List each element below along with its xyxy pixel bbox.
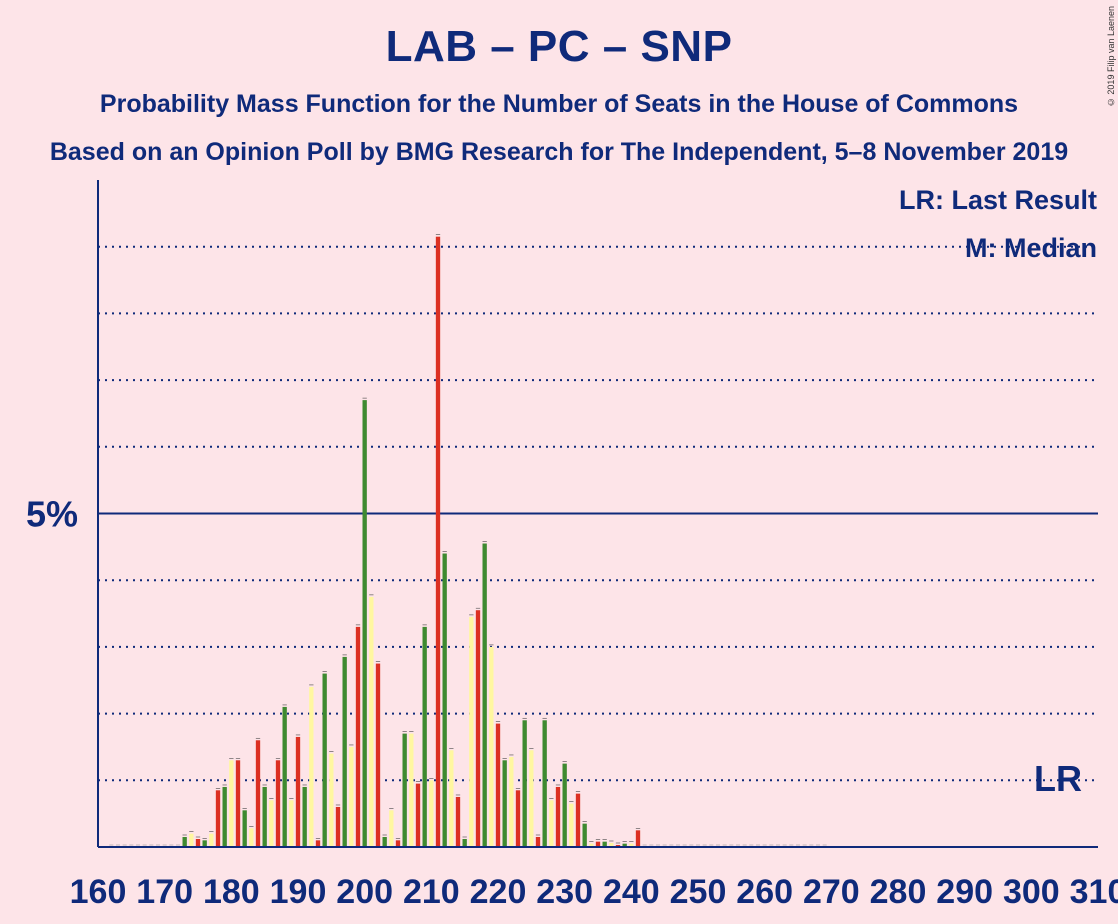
x-tick-label: 170: [136, 873, 193, 911]
x-tick-label: 250: [670, 873, 727, 911]
bar-188: [282, 706, 287, 847]
bar-208: [415, 783, 421, 847]
x-tick-label: 290: [936, 873, 993, 911]
bar-181: [235, 760, 241, 847]
bar-220: [495, 723, 501, 847]
bar-240: [629, 843, 634, 847]
bar-232: [575, 793, 581, 847]
bar-183: [249, 828, 254, 847]
bars: [109, 234, 827, 847]
legend-median: M: Median: [965, 233, 1097, 263]
bar-203: [382, 836, 387, 847]
bar-222: [509, 756, 514, 847]
bar-233: [582, 823, 587, 847]
bar-185: [262, 786, 267, 847]
bar-193: [315, 840, 321, 847]
bar-219: [489, 646, 494, 847]
bar-235: [595, 841, 601, 847]
x-tick-label: 200: [336, 873, 393, 911]
bar-221: [502, 760, 507, 847]
bar-187: [275, 760, 281, 847]
bar-189: [289, 800, 294, 847]
bar-179: [222, 786, 227, 847]
bar-225: [529, 750, 534, 847]
bar-202: [375, 663, 381, 847]
gridlines: [98, 245, 1098, 782]
bar-210: [429, 780, 434, 847]
x-tick-label: 220: [470, 873, 527, 911]
legend-last-result: LR: Last Result: [899, 185, 1097, 215]
x-tick-label: 270: [803, 873, 860, 911]
x-tick-label: 280: [870, 873, 927, 911]
labels: 160 170 180 190 200 210 220 230 240 250 260 270 280 2…: [26, 185, 1118, 911]
x-tick-label: 240: [603, 873, 660, 911]
bar-216: [469, 616, 474, 847]
bar-205: [395, 840, 401, 847]
bar-201: [369, 596, 374, 847]
x-tick-label: 190: [270, 873, 327, 911]
bar-199: [355, 626, 361, 847]
bar-231: [569, 803, 574, 847]
bar-218: [482, 543, 487, 847]
bar-178: [215, 790, 221, 847]
bar-176: [202, 840, 207, 847]
bar-190: [295, 736, 301, 847]
bar-182: [242, 810, 247, 847]
bar-173: [182, 836, 187, 847]
bar-230: [562, 763, 567, 847]
bar-194: [322, 673, 327, 847]
bar-217: [475, 610, 481, 847]
bar-227: [542, 720, 547, 847]
bar-191: [302, 786, 307, 847]
x-tick-label: 160: [70, 873, 127, 911]
bar-207: [409, 733, 414, 847]
x-tick-label: 300: [1003, 873, 1060, 911]
bar-228: [549, 800, 554, 847]
chart-title: LAB – PC – SNP: [385, 22, 733, 71]
bar-195: [329, 753, 334, 847]
bar-223: [515, 790, 521, 847]
y-tick-label-5pct: 5%: [26, 494, 78, 535]
bar-224: [522, 720, 527, 847]
x-tick-label: 260: [736, 873, 793, 911]
x-tick-label: 310: [1070, 873, 1118, 911]
bar-174: [189, 833, 194, 847]
bar-209: [422, 626, 427, 847]
x-tick-label: 210: [403, 873, 460, 911]
bar-237: [609, 842, 614, 847]
bar-215: [462, 838, 467, 847]
x-tick-label: 180: [203, 873, 260, 911]
bar-196: [335, 806, 341, 847]
axes: [97, 180, 1098, 848]
bar-180: [229, 760, 234, 847]
bar-200: [362, 400, 367, 847]
bar-198: [349, 746, 354, 847]
chart-source-subtitle: Based on an Opinion Poll by BMG Research…: [49, 138, 1069, 166]
bar-213: [449, 750, 454, 847]
bar-192: [309, 686, 314, 847]
bar-186: [269, 800, 274, 847]
bar-238: [615, 844, 621, 847]
bar-241: [635, 830, 641, 847]
bar-226: [535, 836, 541, 847]
last-result-marker: LR: [1034, 758, 1082, 799]
bar-234: [589, 843, 594, 847]
bar-184: [255, 740, 261, 847]
x-tick-label: 230: [536, 873, 593, 911]
chart-subtitle: Probability Mass Function for the Number…: [99, 90, 1019, 118]
bar-197: [342, 656, 347, 847]
bar-236: [602, 841, 607, 847]
bar-239: [622, 843, 627, 847]
bar-229: [555, 786, 561, 847]
bar-214: [455, 796, 461, 847]
bar-206: [402, 733, 407, 847]
bar-212: [442, 553, 447, 847]
bar-211: [435, 236, 441, 847]
bar-177: [209, 833, 214, 847]
bar-204: [389, 810, 394, 847]
bar-175: [195, 838, 201, 847]
